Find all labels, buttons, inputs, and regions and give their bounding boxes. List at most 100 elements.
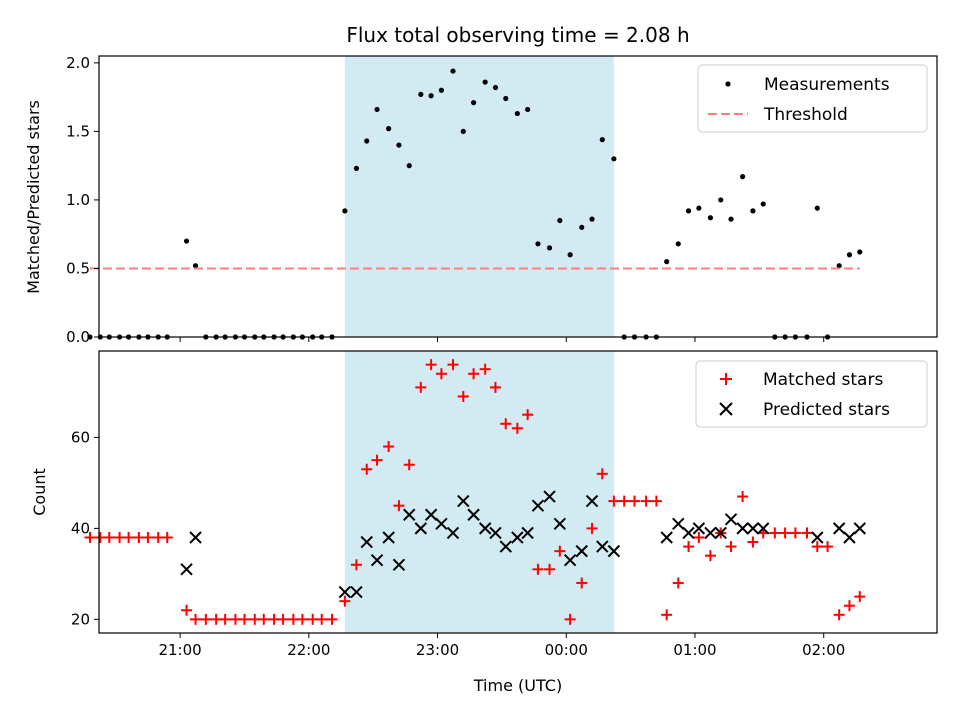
matched-stars-point	[350, 559, 362, 571]
top-y-tick-label: 2.0	[66, 54, 90, 72]
measurements-point	[760, 201, 766, 207]
predicted-stars-point	[499, 540, 512, 553]
predicted-stars-point	[543, 490, 556, 503]
predicted-stars-point	[478, 522, 492, 535]
bottom-legend: Matched stars Predicted stars	[695, 360, 928, 428]
matched-stars-point	[833, 609, 845, 621]
bottom-x-ticks: 21:00 22:00 23:00 00:00 01:00 02:00	[158, 633, 845, 659]
measurements-point	[557, 217, 563, 224]
predicted-stars-point	[832, 522, 846, 535]
measurements-point	[567, 252, 573, 258]
predicted-stars-point	[757, 522, 770, 535]
legend-matched-label: Matched stars	[763, 370, 883, 390]
matched-stars-point	[425, 359, 437, 371]
top-panel: 0.00.51.01.52.0 Matched/Predicted stars …	[24, 54, 938, 346]
predicted-stars-point	[531, 499, 545, 512]
matched-stars-point	[489, 381, 501, 393]
matched-stars-point	[457, 390, 469, 402]
matched-stars-point	[854, 591, 866, 603]
predicted-stars-point	[843, 531, 856, 544]
matched-stars-point	[415, 381, 427, 393]
top-y-tick-label: 0.0	[66, 328, 90, 346]
matched-stars-point	[339, 595, 351, 607]
predicted-stars-point	[853, 522, 866, 535]
matched-stars-point	[554, 545, 566, 557]
predicted-stars-point	[563, 554, 577, 567]
matched-stars-point	[779, 527, 791, 539]
matched-stars-point	[628, 495, 640, 507]
measurements-point	[846, 252, 853, 258]
matched-stars-point	[672, 577, 684, 589]
matched-stars-point	[596, 468, 608, 480]
chart-title: Flux total observing time = 2.08 h	[346, 23, 689, 47]
matched-stars-point	[522, 409, 534, 421]
bottom-x-tick-label: 00:00	[545, 641, 588, 659]
measurements-point	[675, 241, 681, 247]
predicted-stars-point	[446, 526, 460, 540]
matched-stars-point	[123, 531, 135, 543]
measurements-point	[546, 245, 553, 251]
matched-stars-point	[296, 613, 308, 625]
measurements-point	[685, 208, 692, 214]
top-shaded-interval	[344, 56, 614, 337]
matched-stars-point	[564, 613, 576, 625]
measurements-point	[183, 238, 190, 244]
matched-stars-point	[142, 531, 154, 543]
matched-stars-point	[843, 600, 855, 612]
matched-stars-point	[219, 613, 231, 625]
bottom-x-tick-label: 02:00	[802, 641, 845, 659]
measurements-point	[342, 208, 348, 214]
bottom-x-tick-label: 22:00	[287, 641, 330, 659]
measurements-point	[707, 215, 714, 221]
top-legend-box	[697, 64, 928, 133]
legend-predicted-marker	[719, 402, 733, 416]
top-y-tick-label: 0.5	[66, 259, 90, 277]
predicted-stars-point	[575, 544, 588, 558]
measurements-point	[406, 163, 412, 169]
matched-stars-point	[544, 563, 556, 575]
bottom-y-tick-label: 20	[71, 610, 90, 628]
matched-stars-point	[640, 495, 652, 507]
top-y-tick-label: 1.0	[66, 191, 90, 209]
measurements-point	[514, 110, 520, 117]
predicted-stars-point	[736, 522, 749, 535]
predicted-stars-point	[392, 558, 406, 571]
measurements-point	[535, 241, 541, 247]
matched-stars-point	[277, 613, 289, 625]
matched-stars-point	[725, 541, 737, 553]
measurements-point	[470, 100, 477, 106]
measurements-point	[418, 91, 424, 97]
predicted-stars-point	[457, 494, 470, 508]
matched-stars-point	[661, 609, 673, 621]
bottom-panel: 20 40 60 21:00 22:00 23:00 00:00 01:00 02:00 Co…	[30, 350, 938, 695]
matched-stars-point	[393, 500, 405, 512]
matched-stars-point	[683, 541, 695, 553]
bottom-x-tick-label: 01:00	[673, 641, 716, 659]
measurements-point	[503, 95, 509, 102]
matched-stars-point	[200, 613, 212, 625]
measurements-point	[353, 165, 360, 171]
matched-stars-point	[511, 422, 523, 434]
predicted-stars-point	[467, 508, 480, 521]
bottom-y-ticks: 20 40 60	[71, 428, 99, 628]
legend-measurements-label: Measurements	[764, 75, 890, 95]
measurements-point	[438, 87, 445, 93]
matched-stars-point	[258, 613, 270, 625]
bottom-axes-frame	[98, 350, 938, 634]
measurements-point	[450, 68, 456, 74]
matched-stars-point	[704, 550, 716, 562]
predicted-stars-point	[521, 526, 534, 540]
bottom-x-tick-label: 23:00	[416, 641, 459, 659]
predicted-stars-point	[811, 531, 824, 544]
predicted-stars-point	[585, 494, 599, 508]
legend-threshold-label: Threshold	[763, 105, 848, 125]
measurements-point	[374, 106, 380, 113]
measurements-point	[836, 263, 842, 269]
measurements-point	[664, 259, 670, 265]
top-axes-frame	[98, 55, 938, 338]
matched-stars-point	[532, 563, 544, 575]
matched-stars-point	[383, 441, 395, 453]
predicted-stars-point	[553, 517, 567, 531]
measurements-point	[482, 79, 488, 85]
